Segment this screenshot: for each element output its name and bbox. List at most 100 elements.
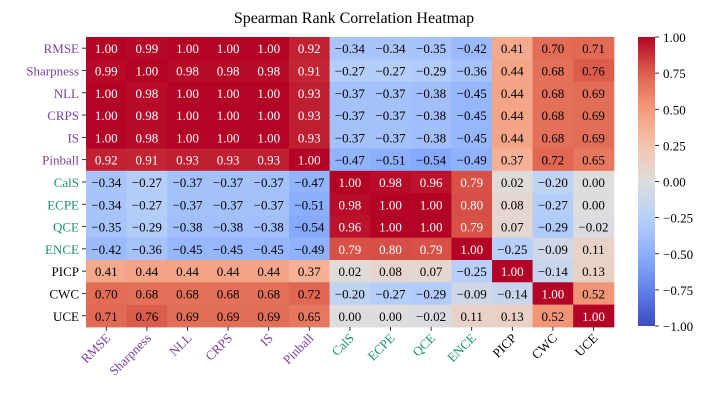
heatmap-cell: [86, 126, 128, 149]
heatmap-cell: [532, 81, 574, 105]
chart-title: Spearman Rank Correlation Heatmap: [234, 10, 474, 27]
colorbar-tick-label: −0.25: [663, 211, 693, 226]
cell-value-label: 0.68: [257, 286, 280, 301]
cell-value-label: 1.00: [257, 86, 280, 101]
heatmap-cell: [126, 237, 168, 261]
cell-value-label: 0.93: [217, 153, 240, 168]
cell-value-label: 0.98: [136, 130, 159, 145]
cell-value-label: 0.72: [542, 153, 565, 168]
cell-value-label: −0.27: [132, 175, 163, 190]
heatmap-cell: [532, 304, 574, 328]
cell-value-label: 0.72: [298, 286, 321, 301]
heatmap-cell: [532, 126, 574, 149]
column-label: ECPE: [365, 330, 398, 363]
heatmap-cell: [573, 126, 615, 149]
cell-value-label: −0.37: [335, 130, 366, 145]
heatmap-cell: [167, 126, 209, 149]
heatmap-cell: [492, 237, 534, 261]
cell-value-label: −0.37: [254, 175, 285, 190]
cell-value-label: 0.79: [460, 175, 483, 190]
cell-value-label: 0.08: [379, 264, 402, 279]
heatmap-cell: [329, 304, 371, 328]
cell-value-label: 0.80: [379, 242, 402, 257]
cell-value-label: −0.37: [254, 197, 285, 212]
cell-value-label: −0.38: [254, 220, 284, 235]
column-label: CWC: [528, 330, 560, 362]
cell-value-label: −0.38: [416, 130, 446, 145]
heatmap-cell: [289, 304, 331, 328]
cell-value-label: −0.25: [457, 264, 487, 279]
cell-value-label: 0.93: [176, 153, 199, 168]
cell-value-label: 0.44: [176, 264, 199, 279]
heatmap-cell: [410, 59, 452, 83]
heatmap-cell: [86, 103, 128, 127]
cell-value-label: −0.02: [578, 220, 608, 235]
heatmap-cell: [329, 148, 371, 172]
heatmap-cell: [126, 103, 168, 127]
cell-value-label: −0.37: [335, 86, 366, 101]
heatmap-cell: [573, 260, 615, 283]
cell-value-label: 0.68: [542, 86, 565, 101]
colorbar-ticks: 1.00 0.75 0.50 0.25 0.00 −0.25 −0.50 −0.75 −1.00: [655, 30, 693, 334]
cell-value-label: 0.37: [298, 264, 321, 279]
cell-value-label: 0.02: [339, 264, 362, 279]
cell-value-label: 0.68: [542, 108, 565, 123]
column-label: ENCE: [444, 330, 479, 365]
heatmap-cell: [492, 193, 534, 216]
heatmap-cell: [167, 304, 209, 328]
colorbar-tick-label: 0.00: [663, 175, 686, 190]
heatmap-cell: [532, 170, 574, 194]
cell-value-label: 0.00: [582, 175, 605, 190]
cell-value-label: 1.00: [217, 41, 240, 56]
cell-value-label: 0.11: [582, 242, 604, 257]
row-label: PICP: [52, 264, 79, 279]
cell-value-label: −0.20: [538, 175, 568, 190]
cell-value-label: 0.13: [501, 309, 524, 324]
cell-value-label: −0.37: [335, 108, 366, 123]
heatmap-cell: [492, 81, 534, 105]
heatmap-cell: [126, 170, 168, 194]
cell-value-label: 0.37: [501, 153, 524, 168]
heatmap-cell: [207, 148, 249, 172]
heatmap-cell: [86, 304, 128, 328]
heatmap-cell: [86, 81, 128, 105]
cell-value-label: 1.00: [379, 197, 402, 212]
cell-value-label: 0.98: [257, 63, 280, 78]
heatmap-cell: [167, 215, 209, 239]
cell-value-label: −0.49: [457, 153, 487, 168]
heatmap-cell: [126, 81, 168, 105]
cell-value-label: −0.51: [375, 153, 405, 168]
cell-value-label: 0.93: [298, 86, 321, 101]
cell-value-label: −0.34: [91, 175, 122, 190]
heatmap-cell: [329, 260, 371, 283]
cell-value-label: 0.98: [379, 175, 402, 190]
cell-value-label: −0.27: [335, 63, 366, 78]
cell-value-label: 1.00: [339, 175, 362, 190]
heatmap-cell: [451, 103, 493, 127]
heatmap-cell: [248, 148, 290, 172]
cell-value-label: 1.00: [95, 86, 118, 101]
heatmap-cell: [126, 215, 168, 239]
cell-value-label: 0.93: [298, 130, 321, 145]
heatmap-cell: [410, 304, 452, 328]
cell-value-label: −0.35: [416, 41, 446, 56]
heatmap-cell: [289, 148, 331, 172]
heatmap-cell: [126, 304, 168, 328]
cell-value-label: 0.44: [501, 108, 524, 123]
heatmap-cell: [410, 37, 452, 60]
heatmap-cell: [126, 260, 168, 283]
heatmap-cell: [329, 193, 371, 216]
heatmap-cell: [248, 215, 290, 239]
heatmap-cell: [573, 37, 615, 60]
heatmap-cell: [207, 81, 249, 105]
heatmap-cell: [410, 193, 452, 216]
colorbar-tick-label: −0.50: [663, 247, 693, 262]
heatmap-cell: [167, 260, 209, 283]
cell-value-label: 0.98: [339, 197, 362, 212]
cell-value-label: 0.91: [136, 153, 159, 168]
cell-value-label: 1.00: [217, 108, 240, 123]
row-label: ENCE: [45, 242, 79, 257]
heatmap-cell: [86, 282, 128, 306]
row-label: NLL: [54, 86, 79, 101]
heatmap-cell: [167, 170, 209, 194]
